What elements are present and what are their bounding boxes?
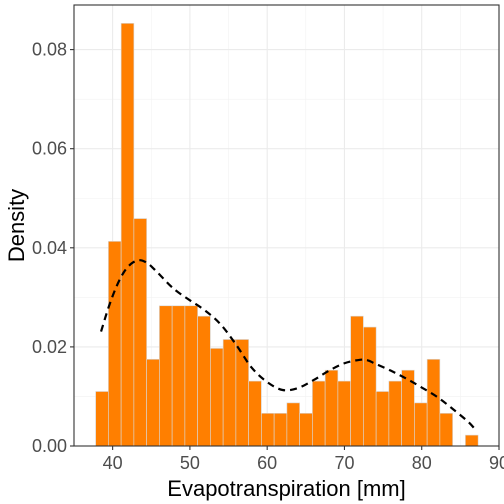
histogram-bar — [273, 412, 288, 447]
histogram-bar — [388, 380, 402, 447]
histogram-bar — [146, 358, 160, 447]
histogram-bar — [261, 412, 275, 447]
histogram-bar — [299, 412, 313, 447]
histogram-bar — [184, 305, 198, 447]
x-tick-label: 90 — [489, 453, 504, 473]
histogram-bar — [159, 305, 173, 447]
histogram-bar — [286, 402, 300, 447]
minor-grid — [74, 5, 499, 446]
histogram-bar — [375, 391, 390, 447]
histogram-bar — [235, 339, 249, 447]
histogram-bar — [248, 380, 262, 447]
histogram-bar — [197, 315, 211, 447]
histogram-bar — [171, 305, 186, 447]
histogram-bar — [95, 391, 109, 447]
x-tick-label: 80 — [412, 453, 432, 473]
histogram-bar — [324, 369, 339, 447]
x-axis-ticks: 40 50 60 70 80 90 — [103, 446, 504, 473]
histogram-bar — [439, 412, 453, 447]
x-tick-label: 40 — [103, 453, 123, 473]
histogram-bar — [108, 241, 122, 447]
y-tick-label: 0.06 — [32, 139, 67, 159]
histogram-bar — [337, 380, 351, 447]
histogram-bar — [426, 358, 441, 447]
x-tick-label: 60 — [257, 453, 277, 473]
histogram-bar — [312, 380, 326, 447]
histogram-bar — [414, 402, 428, 447]
y-axis-title: Density — [4, 189, 29, 262]
y-tick-label: 0.02 — [32, 337, 67, 357]
histogram-bar — [120, 23, 135, 447]
histogram-bar — [350, 315, 364, 447]
y-axis-ticks: 0.00 0.02 0.04 0.06 0.08 — [32, 40, 74, 456]
histogram-bar — [222, 339, 237, 447]
histogram-bars — [95, 23, 479, 447]
histogram-bar — [210, 348, 224, 447]
x-axis-title: Evapotranspiration [mm] — [167, 476, 405, 501]
histogram-bar — [465, 434, 479, 447]
density-curve — [99, 259, 477, 431]
x-tick-label: 70 — [334, 453, 354, 473]
plot-panel-border — [73, 4, 500, 447]
x-tick-label: 50 — [180, 453, 200, 473]
y-tick-label: 0.00 — [32, 436, 67, 456]
histogram-bar — [363, 326, 377, 447]
histogram-bar — [133, 218, 147, 447]
y-tick-label: 0.08 — [32, 40, 67, 60]
y-tick-label: 0.04 — [32, 238, 67, 258]
